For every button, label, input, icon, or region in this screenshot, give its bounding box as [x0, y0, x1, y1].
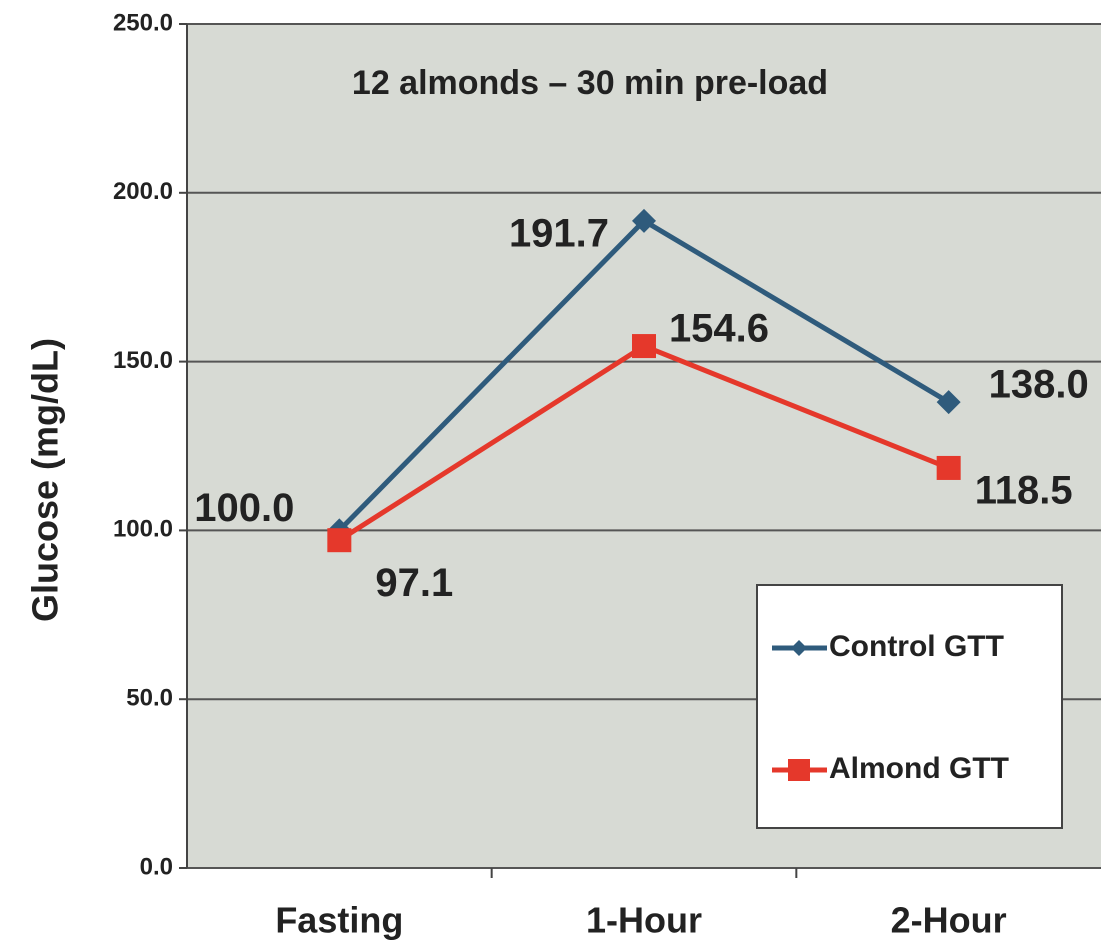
legend-box — [756, 584, 1063, 829]
marker — [632, 208, 656, 233]
y-tick-label: 200.0 — [113, 178, 173, 205]
y-tick-label: 250.0 — [113, 9, 173, 36]
data-label: 118.5 — [975, 469, 1073, 513]
data-label: 97.1 — [375, 561, 453, 605]
marker — [936, 455, 961, 480]
data-label: 154.6 — [669, 307, 769, 351]
data-label: 138.0 — [989, 363, 1089, 407]
legend-label: Control GTT — [829, 630, 1004, 663]
y-tick-label: 100.0 — [113, 516, 173, 543]
marker — [791, 640, 807, 656]
data-label: 100.0 — [194, 486, 294, 530]
marker — [788, 759, 810, 781]
marker — [936, 390, 961, 415]
y-tick-label: 0.0 — [140, 853, 173, 880]
marker — [632, 334, 656, 359]
y-axis-label: Glucose (mg/dL) — [25, 338, 66, 622]
y-tick-label: 150.0 — [113, 347, 173, 374]
chart-title: 12 almonds – 30 min pre-load — [352, 64, 828, 102]
legend-label: Almond GTT — [829, 752, 1009, 785]
x-tick-label: 1-Hour — [586, 900, 702, 941]
y-tick-label: 50.0 — [126, 685, 173, 712]
marker — [327, 528, 352, 553]
data-label: 191.7 — [509, 211, 609, 255]
x-tick-label: 2-Hour — [891, 900, 1007, 941]
x-tick-label: Fasting — [275, 900, 403, 941]
